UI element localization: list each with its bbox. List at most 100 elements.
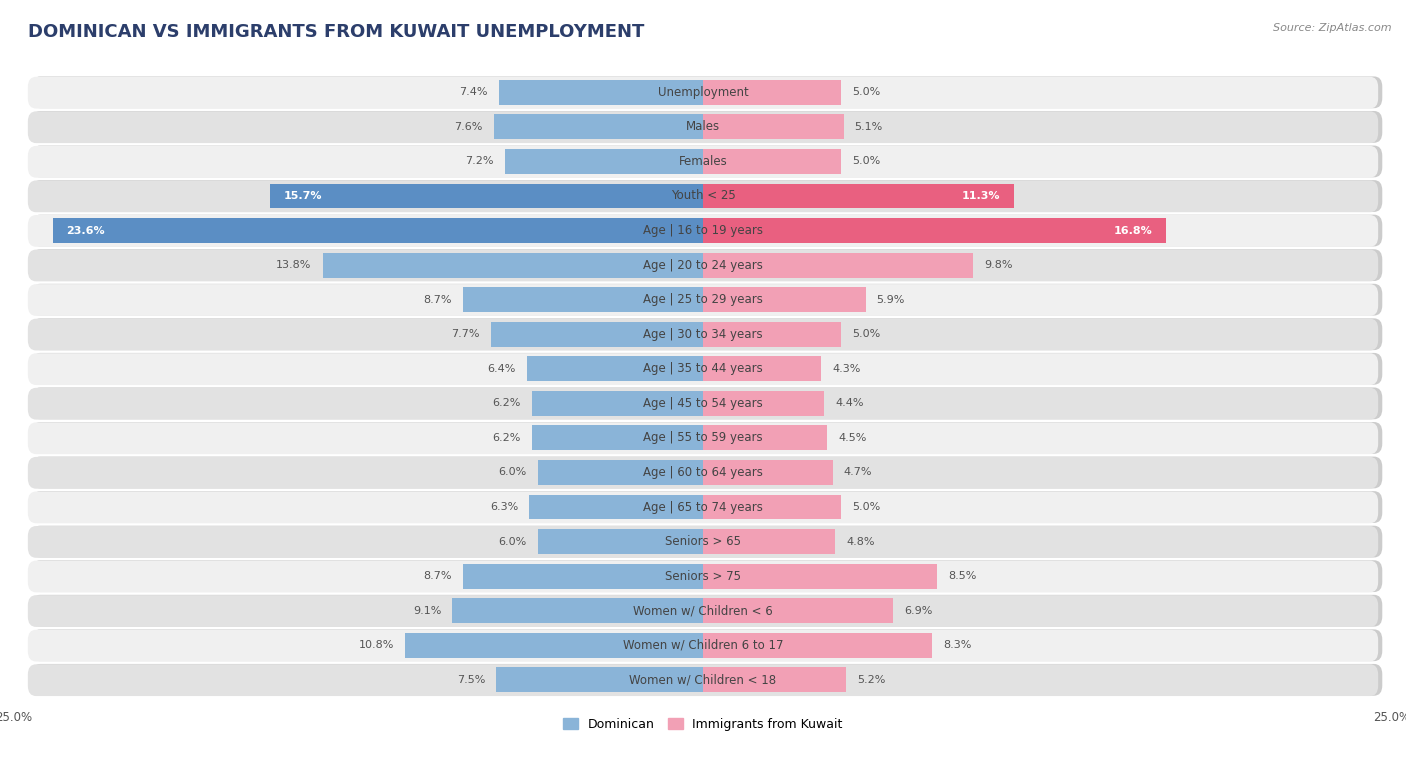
FancyBboxPatch shape <box>32 284 1382 316</box>
FancyBboxPatch shape <box>32 525 1382 557</box>
Text: Age | 65 to 74 years: Age | 65 to 74 years <box>643 500 763 513</box>
FancyBboxPatch shape <box>32 215 1382 247</box>
FancyBboxPatch shape <box>28 250 1378 282</box>
Bar <box>463 564 703 589</box>
Legend: Dominican, Immigrants from Kuwait: Dominican, Immigrants from Kuwait <box>558 713 848 736</box>
Bar <box>323 253 703 278</box>
Bar <box>703 322 841 347</box>
Text: 7.4%: 7.4% <box>460 87 488 98</box>
Bar <box>703 80 841 104</box>
Text: 13.8%: 13.8% <box>277 260 312 270</box>
Text: 6.0%: 6.0% <box>498 468 527 478</box>
Text: Age | 55 to 59 years: Age | 55 to 59 years <box>643 431 763 444</box>
Text: 4.8%: 4.8% <box>846 537 875 547</box>
Bar <box>270 183 703 208</box>
Text: 5.0%: 5.0% <box>852 329 880 339</box>
FancyBboxPatch shape <box>28 491 1378 523</box>
Bar <box>703 287 866 312</box>
Text: Youth < 25: Youth < 25 <box>671 189 735 202</box>
FancyBboxPatch shape <box>28 388 1378 419</box>
FancyBboxPatch shape <box>32 595 1382 627</box>
FancyBboxPatch shape <box>28 319 1378 350</box>
FancyBboxPatch shape <box>28 76 1378 108</box>
Text: 6.2%: 6.2% <box>492 398 522 408</box>
Bar <box>703 633 932 658</box>
Text: 5.2%: 5.2% <box>858 674 886 685</box>
Bar <box>52 218 703 243</box>
Bar <box>463 287 703 312</box>
Bar <box>703 494 841 519</box>
Text: 8.5%: 8.5% <box>948 571 977 581</box>
Text: 9.8%: 9.8% <box>984 260 1012 270</box>
Text: 4.5%: 4.5% <box>838 433 866 443</box>
Text: 5.9%: 5.9% <box>876 294 905 304</box>
Bar <box>703 114 844 139</box>
FancyBboxPatch shape <box>28 595 1378 627</box>
FancyBboxPatch shape <box>32 629 1382 661</box>
Bar <box>703 529 835 554</box>
FancyBboxPatch shape <box>28 526 1378 558</box>
FancyBboxPatch shape <box>28 284 1378 316</box>
FancyBboxPatch shape <box>28 354 1378 385</box>
Bar <box>703 253 973 278</box>
Text: 7.2%: 7.2% <box>465 157 494 167</box>
Bar <box>405 633 703 658</box>
FancyBboxPatch shape <box>28 111 1378 143</box>
FancyBboxPatch shape <box>32 76 1382 108</box>
FancyBboxPatch shape <box>28 215 1378 247</box>
Text: Unemployment: Unemployment <box>658 86 748 99</box>
FancyBboxPatch shape <box>32 560 1382 592</box>
FancyBboxPatch shape <box>32 456 1382 488</box>
Bar <box>703 564 938 589</box>
FancyBboxPatch shape <box>28 561 1378 593</box>
FancyBboxPatch shape <box>28 422 1378 454</box>
Text: 4.4%: 4.4% <box>835 398 863 408</box>
Text: Seniors > 75: Seniors > 75 <box>665 570 741 583</box>
Bar <box>703 357 821 382</box>
Text: Age | 25 to 29 years: Age | 25 to 29 years <box>643 293 763 306</box>
FancyBboxPatch shape <box>28 457 1378 489</box>
Bar <box>703 149 841 174</box>
Text: Women w/ Children 6 to 17: Women w/ Children 6 to 17 <box>623 639 783 652</box>
Bar <box>703 183 1014 208</box>
Bar <box>527 357 703 382</box>
Bar <box>703 460 832 485</box>
Text: Women w/ Children < 18: Women w/ Children < 18 <box>630 673 776 687</box>
Bar <box>703 391 824 416</box>
Text: 6.3%: 6.3% <box>491 502 519 512</box>
Text: 8.7%: 8.7% <box>423 294 453 304</box>
FancyBboxPatch shape <box>32 491 1382 523</box>
Bar <box>530 494 703 519</box>
Text: 6.0%: 6.0% <box>498 537 527 547</box>
FancyBboxPatch shape <box>28 180 1378 212</box>
Text: Age | 35 to 44 years: Age | 35 to 44 years <box>643 363 763 375</box>
Text: Age | 60 to 64 years: Age | 60 to 64 years <box>643 466 763 479</box>
FancyBboxPatch shape <box>32 180 1382 212</box>
Text: Women w/ Children < 6: Women w/ Children < 6 <box>633 604 773 617</box>
FancyBboxPatch shape <box>32 388 1382 419</box>
Text: 8.7%: 8.7% <box>423 571 453 581</box>
FancyBboxPatch shape <box>28 630 1378 662</box>
Text: 5.1%: 5.1% <box>855 122 883 132</box>
Bar <box>531 391 703 416</box>
Text: 10.8%: 10.8% <box>359 640 394 650</box>
Text: 7.6%: 7.6% <box>454 122 482 132</box>
Text: 6.9%: 6.9% <box>904 606 932 615</box>
Bar <box>531 425 703 450</box>
Text: 7.5%: 7.5% <box>457 674 485 685</box>
FancyBboxPatch shape <box>32 249 1382 281</box>
FancyBboxPatch shape <box>28 665 1378 696</box>
Text: Age | 16 to 19 years: Age | 16 to 19 years <box>643 224 763 237</box>
Text: 4.3%: 4.3% <box>832 364 860 374</box>
Bar <box>494 114 703 139</box>
Bar <box>537 529 703 554</box>
Text: 5.0%: 5.0% <box>852 87 880 98</box>
FancyBboxPatch shape <box>32 145 1382 177</box>
Text: 5.0%: 5.0% <box>852 157 880 167</box>
Text: 23.6%: 23.6% <box>66 226 105 235</box>
Text: Males: Males <box>686 120 720 133</box>
Text: 15.7%: 15.7% <box>284 191 322 201</box>
FancyBboxPatch shape <box>32 111 1382 143</box>
Text: DOMINICAN VS IMMIGRANTS FROM KUWAIT UNEMPLOYMENT: DOMINICAN VS IMMIGRANTS FROM KUWAIT UNEM… <box>28 23 644 41</box>
Bar <box>537 460 703 485</box>
